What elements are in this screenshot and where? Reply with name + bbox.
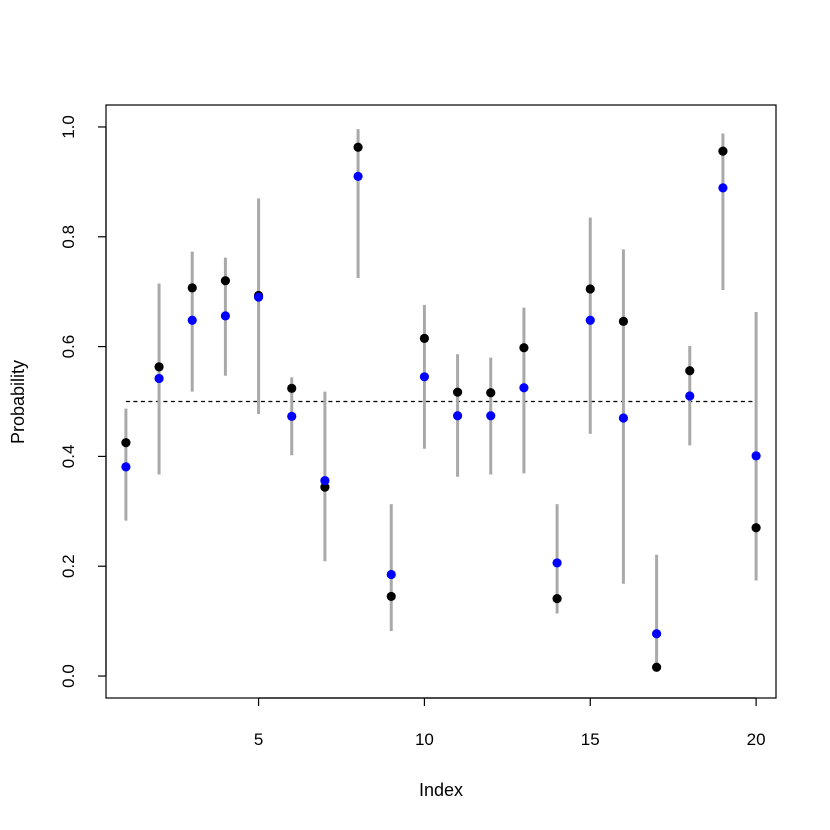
- axes: 5 10 15 20 0.0 0.2 0.4 0.6 0.8 1.0: [59, 115, 766, 749]
- point-s1-8: [353, 142, 363, 152]
- point-s1-20: [751, 523, 761, 533]
- y-tick-label: 0.4: [59, 445, 78, 469]
- point-s1-3: [187, 283, 197, 293]
- point-s1-13: [519, 343, 529, 353]
- x-axis-title: Index: [419, 780, 463, 800]
- y-tick-label: 0.2: [59, 554, 78, 578]
- y-tick-label: 1.0: [59, 115, 78, 139]
- point-s2-10: [419, 372, 430, 382]
- point-s1-12: [486, 388, 496, 398]
- point-s2-16: [618, 413, 629, 423]
- x-tick-label: 5: [254, 730, 263, 749]
- point-s1-14: [552, 594, 562, 604]
- point-s1-17: [651, 662, 662, 672]
- point-s2-14: [552, 558, 562, 568]
- point-s2-15: [585, 315, 595, 325]
- x-tick-label: 20: [747, 730, 766, 749]
- point-s1-7: [320, 482, 330, 492]
- point-s1-2: [154, 362, 164, 372]
- y-axis-title: Probability: [8, 360, 28, 444]
- y-tick-label: 0.8: [59, 225, 78, 249]
- point-s2-9: [386, 569, 396, 580]
- point-s1-1: [121, 438, 131, 448]
- point-s1-6: [287, 383, 297, 393]
- x-tick-label: 15: [581, 730, 600, 749]
- point-s2-4: [220, 311, 231, 321]
- point-s2-19: [718, 183, 728, 193]
- point-s1-19: [718, 146, 728, 156]
- point-s2-8: [353, 171, 363, 181]
- y-tick-label: 0.0: [59, 664, 78, 688]
- point-s1-10: [419, 333, 430, 343]
- point-s2-18: [685, 391, 695, 401]
- point-s1-18: [685, 366, 695, 376]
- point-s2-7: [320, 475, 330, 486]
- point-s2-12: [486, 411, 496, 421]
- point-s1-4: [220, 276, 231, 286]
- point-s2-13: [519, 383, 529, 393]
- point-s2-17: [651, 629, 662, 639]
- y-tick-label: 0.6: [59, 335, 78, 359]
- point-s1-11: [452, 387, 463, 397]
- point-s2-20: [751, 451, 761, 461]
- plot-area: [121, 129, 761, 672]
- point-s2-11: [452, 411, 463, 421]
- point-s2-6: [287, 411, 297, 421]
- point-s1-15: [585, 284, 595, 294]
- point-s2-2: [154, 373, 164, 384]
- point-s1-16: [618, 316, 629, 326]
- point-s2-1: [121, 462, 131, 472]
- point-s2-3: [187, 315, 197, 325]
- point-s2-5: [253, 292, 264, 302]
- point-s1-9: [386, 591, 396, 602]
- x-tick-label: 10: [415, 730, 434, 749]
